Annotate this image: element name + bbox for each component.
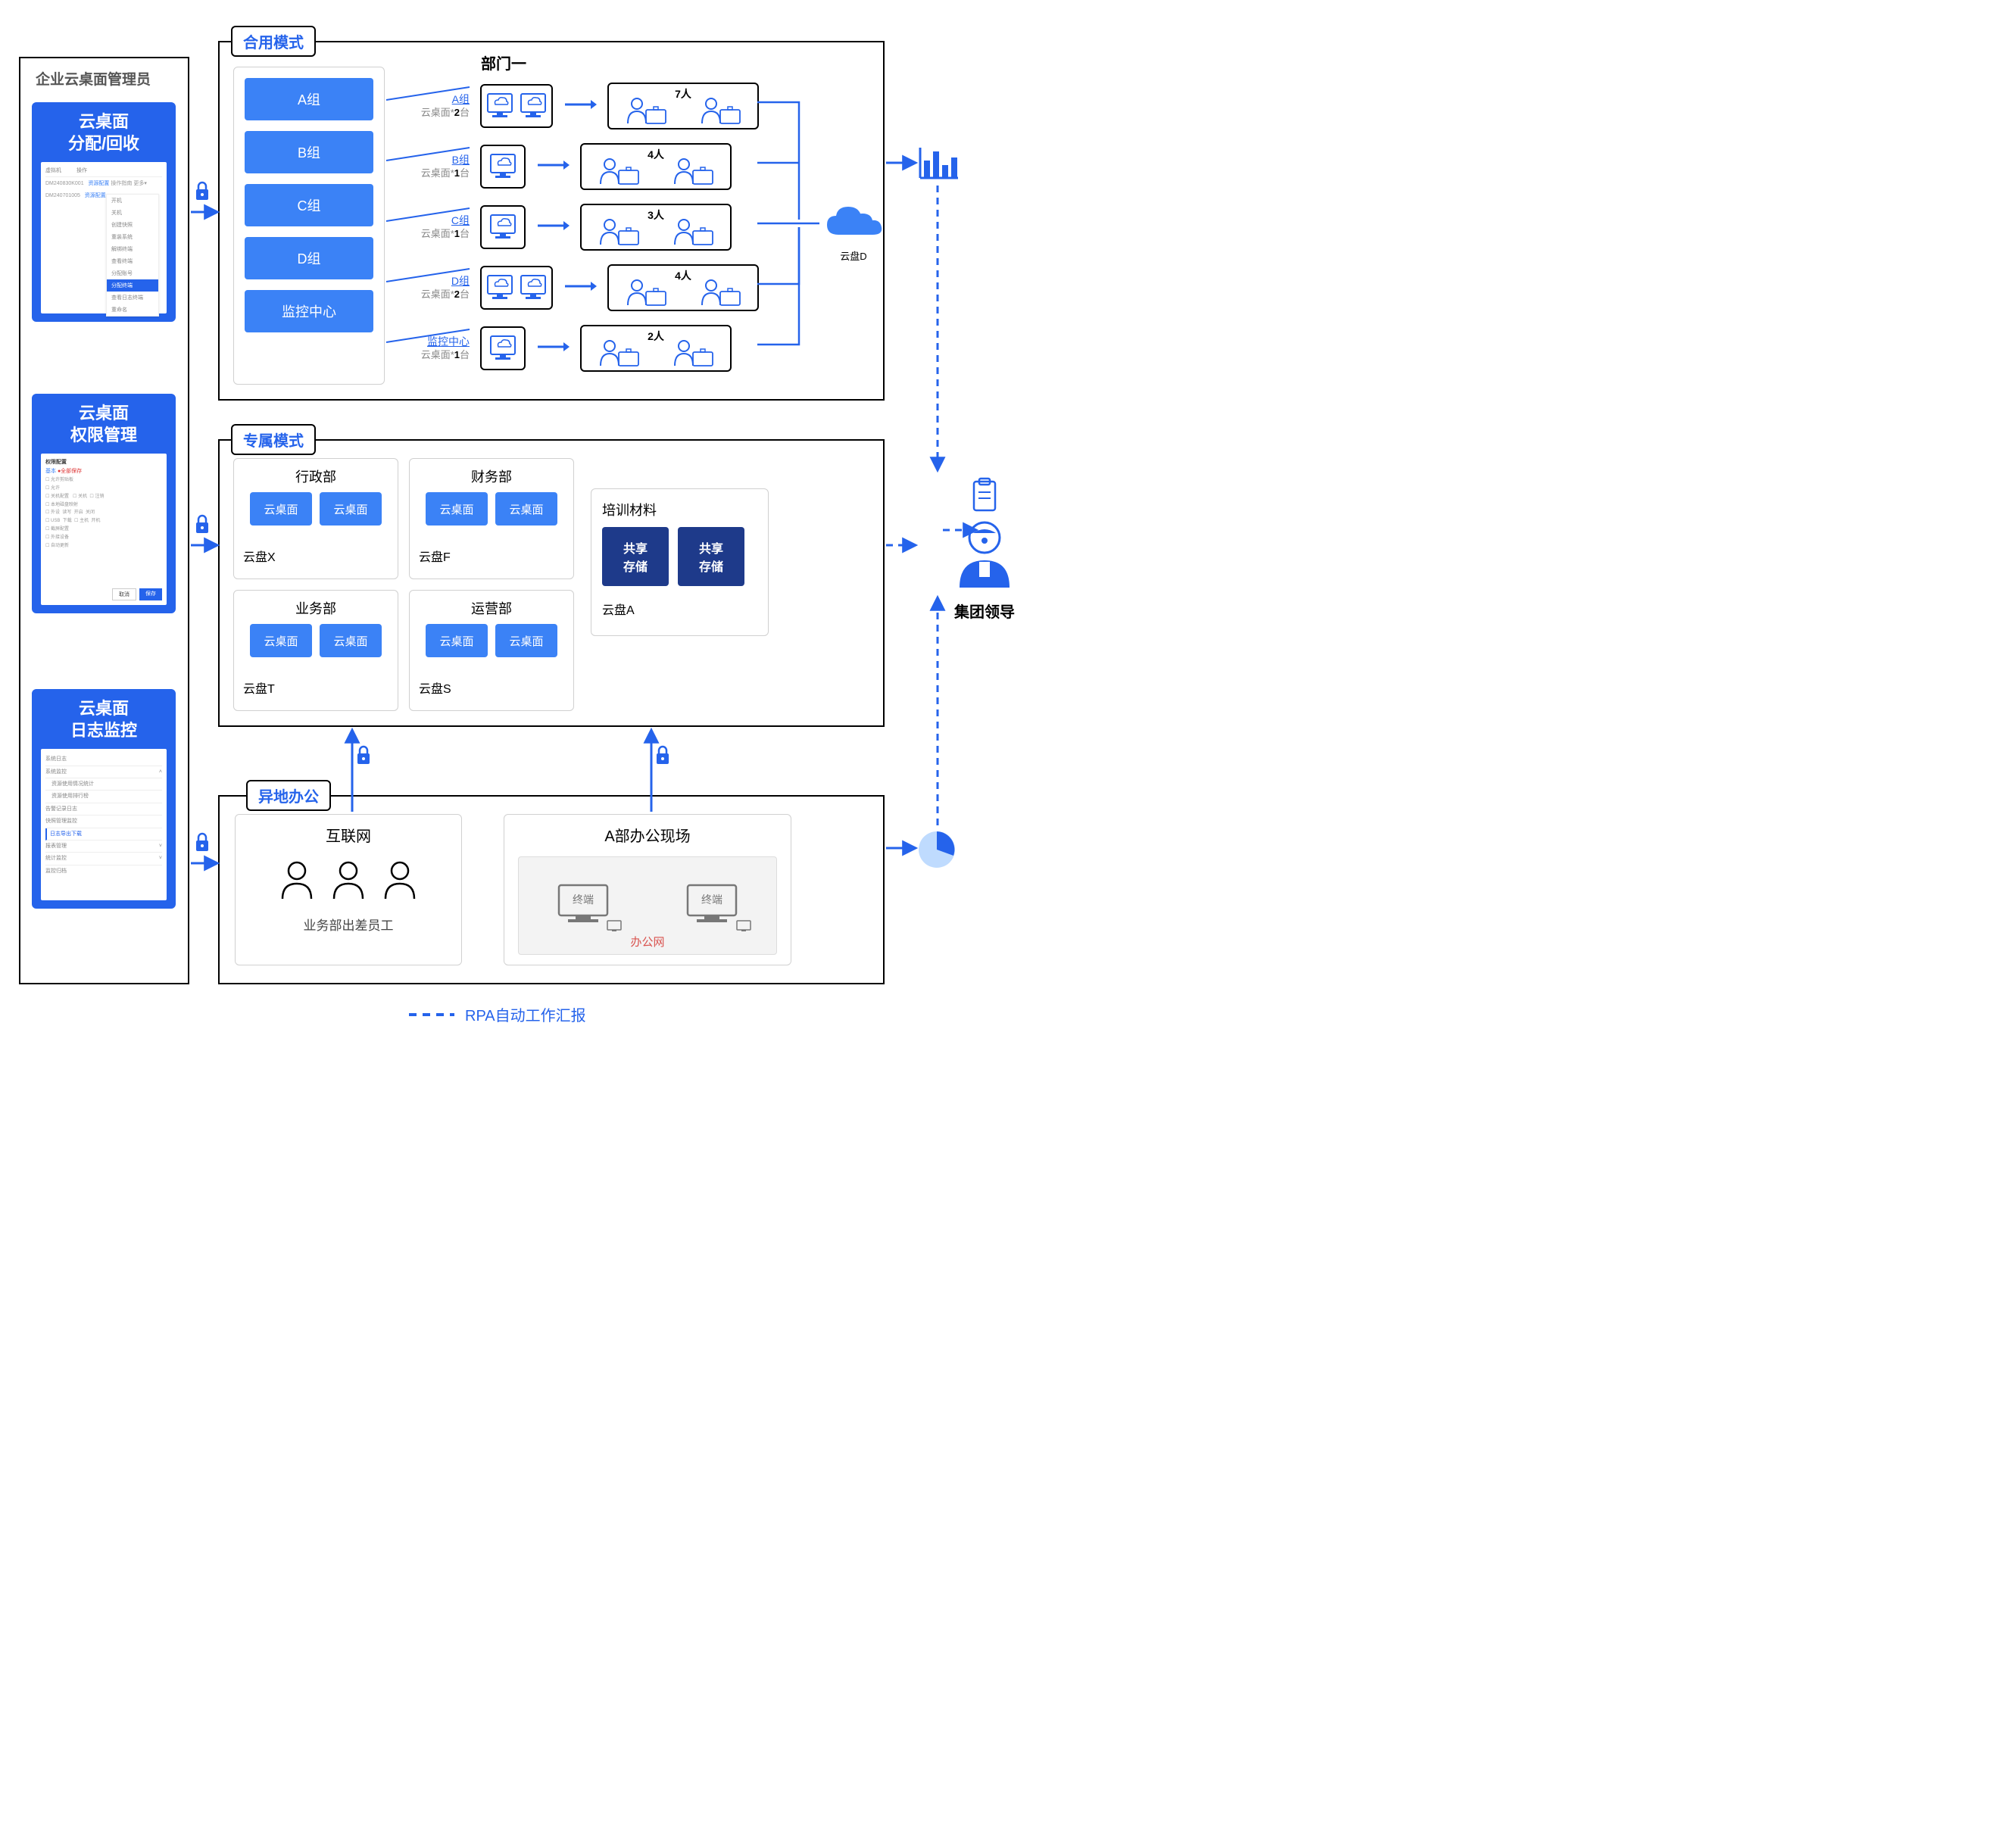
shared-mode-tab: 合用模式 — [231, 26, 316, 57]
person-icon — [329, 859, 367, 901]
admin-card-body: 系统日志 系统监控 ˄ 资源使用情况统计 资源使用排行榜 告警记录日志 快照管理… — [41, 749, 167, 900]
dept-title: 部门一 — [481, 51, 526, 73]
desk-row-label: A组云桌面*2台 — [401, 92, 470, 119]
admin-card-title-1: 云桌面 — [79, 699, 129, 718]
group-item: D组 — [245, 237, 373, 279]
desk-row-label: D组云桌面*2台 — [401, 274, 470, 301]
desk-row: 监控中心云桌面*1台 2人 — [401, 318, 871, 379]
people-box: 7人 — [607, 83, 759, 129]
admin-card-body: 虚拟机操作 DM240830K001 资源配置 操作指南 更多▾ DM24070… — [41, 162, 167, 313]
leader-icon — [950, 518, 1019, 590]
arrow-icon — [536, 341, 570, 357]
monitor-box — [480, 326, 526, 370]
group-item: 监控中心 — [245, 290, 373, 332]
training-box: 培训材料 共享 存储 共享 存储 云盘A — [591, 488, 769, 636]
desk-row: B组云桌面*1台 4人 — [401, 136, 871, 197]
office-box: A部办公现场 终端 终端 办公网 — [504, 814, 791, 965]
arrow-icon — [536, 220, 570, 235]
internet-title: 互联网 — [236, 824, 461, 846]
terminal: 终端 — [682, 881, 742, 931]
clipboard-icon — [969, 477, 1000, 513]
internet-box: 互联网 业务部出差员工 — [235, 814, 462, 965]
leader-block: 集团领导 — [943, 477, 1026, 622]
dept-grid: 行政部 云桌面 云桌面 云盘X财务部 云桌面 云桌面 云盘F业务部 云桌面 云桌… — [233, 458, 574, 711]
office-net: 办公网 — [630, 934, 664, 950]
pie-chart-icon — [916, 829, 958, 871]
group-item: C组 — [245, 184, 373, 226]
shared-storage: 共享 存储 — [678, 527, 744, 586]
desk-row-label: B组云桌面*1台 — [401, 153, 470, 179]
training-title: 培训材料 — [602, 500, 757, 519]
desk-row-label: 监控中心云桌面*1台 — [401, 335, 470, 361]
arrow-icon — [563, 280, 597, 296]
internet-sub: 业务部出差员工 — [236, 915, 461, 934]
admin-card-title-1: 云桌面 — [79, 404, 129, 423]
dept-box: 运营部 云桌面 云桌面 云盘S — [409, 590, 574, 711]
desk-row: C组云桌面*1台 3人 — [401, 197, 871, 257]
dept-box: 财务部 云桌面 云桌面 云盘F — [409, 458, 574, 579]
group-list: A组 B组 C组 D组 监控中心 — [233, 67, 385, 385]
legend: RPA自动工作汇报 — [409, 1003, 586, 1025]
terminal: 终端 — [553, 881, 613, 931]
training-disk: 云盘A — [602, 600, 757, 618]
cloud-icon — [819, 201, 888, 246]
person-icon — [278, 859, 316, 901]
leader-label: 集团领导 — [943, 600, 1026, 622]
legend-text: RPA自动工作汇报 — [465, 1003, 586, 1025]
shared-storage: 共享 存储 — [602, 527, 669, 586]
monitor-box — [480, 84, 553, 128]
monitor-box — [480, 145, 526, 189]
monitor-box — [480, 266, 553, 310]
admin-card-title-1: 云桌面 — [79, 112, 129, 131]
architecture-diagram: 企业云桌面管理员 云桌面分配/回收 虚拟机操作 DM240830K001 资源配… — [15, 15, 1151, 1053]
remote-tab: 异地办公 — [246, 780, 331, 811]
group-item: B组 — [245, 131, 373, 173]
cloud-disk-d: 云盘D — [819, 201, 888, 264]
exclusive-mode-tab: 专属模式 — [231, 424, 316, 455]
people-box: 3人 — [580, 204, 732, 251]
people-box: 4人 — [607, 264, 759, 311]
people-box: 2人 — [580, 325, 732, 372]
admin-card-body: 权限配置 基本 ●全部保存 ☐ 允许剪贴板☐ 允许☐ 关机配置 ☐ 关机 ☐ 注… — [41, 454, 167, 605]
admin-card-title-2: 分配/回收 — [68, 134, 139, 153]
arrow-icon — [536, 159, 570, 175]
desk-row-label: C组云桌面*1台 — [401, 214, 470, 240]
admin-header: 企业云桌面管理员 — [36, 68, 151, 89]
dept-box: 业务部 云桌面 云桌面 云盘T — [233, 590, 398, 711]
dept-box: 行政部 云桌面 云桌面 云盘X — [233, 458, 398, 579]
arrow-icon — [563, 98, 597, 114]
monitor-box — [480, 205, 526, 249]
svg-text:终端: 终端 — [573, 893, 594, 906]
admin-card-title-2: 日志监控 — [70, 721, 137, 740]
bar-chart-icon — [916, 144, 962, 182]
admin-card-log: 云桌面日志监控 系统日志 系统监控 ˄ 资源使用情况统计 资源使用排行榜 告警记… — [32, 689, 176, 909]
desk-rows: A组云桌面*2台 7人 B组云桌面*1台 4人 C组云桌面*1台 3人 D组云桌面*2台 4人… — [401, 76, 871, 379]
group-item: A组 — [245, 78, 373, 120]
svg-text:终端: 终端 — [701, 893, 722, 906]
desk-row: D组云桌面*2台 4人 — [401, 257, 871, 318]
admin-card-permission: 云桌面权限管理 权限配置 基本 ●全部保存 ☐ 允许剪贴板☐ 允许☐ 关机配置 … — [32, 394, 176, 613]
admin-card-allocate: 云桌面分配/回收 虚拟机操作 DM240830K001 资源配置 操作指南 更多… — [32, 102, 176, 322]
desk-row: A组云桌面*2台 7人 — [401, 76, 871, 136]
people-box: 4人 — [580, 143, 732, 190]
admin-card-title-2: 权限管理 — [70, 426, 137, 444]
person-icon — [381, 859, 419, 901]
office-title: A部办公现场 — [504, 824, 791, 846]
cloud-disk-label: 云盘D — [835, 248, 871, 264]
